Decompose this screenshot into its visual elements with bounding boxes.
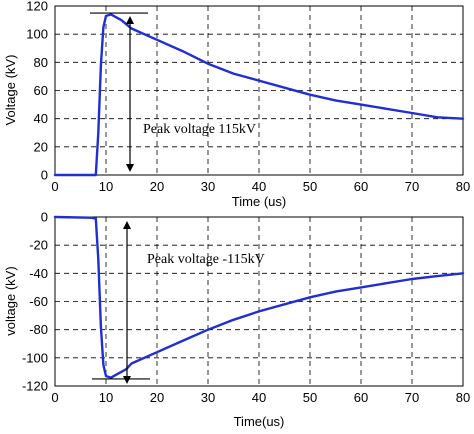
x-tick-label: 60: [354, 390, 368, 405]
x-tick-label: 10: [99, 179, 113, 194]
x-tick-label: 40: [252, 179, 266, 194]
annotation-bottom: Peak voltage -115kV: [147, 252, 265, 267]
tick-labels-top: 0 10 20 30 40 50 60 70 80 0 20 40 60 80 100 120: [26, 0, 470, 194]
y-tick-label: 20: [34, 139, 48, 154]
y-tick-label: -80: [29, 322, 48, 337]
y-tick-label: 0: [41, 168, 48, 183]
x-tick-label: 0: [51, 179, 58, 194]
x-tick-label: 70: [405, 179, 419, 194]
y-tick-label: 100: [26, 27, 48, 42]
grid-bottom: [55, 217, 463, 386]
y-tick-label: 120: [26, 0, 48, 14]
y-tick-label: -120: [22, 379, 48, 394]
plot-frame-bottom: [54, 216, 464, 387]
y-tick-label: 60: [34, 83, 48, 98]
y-tick-label: -40: [29, 266, 48, 281]
x-tick-label: 40: [252, 390, 266, 405]
x-tick-label: 60: [354, 179, 368, 194]
x-tick-label: 50: [303, 179, 317, 194]
y-axis-label-bottom: voltage (kV): [3, 266, 18, 335]
peak-arrow-head-down: [126, 164, 134, 172]
x-axis-label-top: Time (us): [232, 194, 286, 209]
x-tick-label: 80: [456, 179, 470, 194]
x-tick-label: 20: [150, 179, 164, 194]
peak-arrow-head-up: [123, 221, 131, 229]
peak-arrow-head-down: [123, 376, 131, 384]
x-tick-label: 80: [456, 390, 470, 405]
annotation-top: Peak voltage 115kV: [143, 122, 256, 137]
y-axis-label-top: Voltage (kV): [3, 55, 18, 126]
y-tick-label: -60: [29, 294, 48, 309]
series-line-top: [53, 13, 465, 177]
x-tick-label: 20: [150, 390, 164, 405]
y-tick-label: 0: [41, 210, 48, 225]
peak-arrow-bottom: [92, 221, 150, 384]
y-tick-label: -20: [29, 238, 48, 253]
plot-frame-top: [54, 5, 464, 176]
x-tick-label: 0: [51, 390, 58, 405]
x-tick-label: 50: [303, 390, 317, 405]
tick-labels-bottom: 0 10 20 30 40 50 60 70 80 0 -20 -40 -60 -80 -100 -120: [22, 210, 470, 406]
x-tick-label: 30: [201, 179, 215, 194]
y-tick-label: 40: [34, 111, 48, 126]
chart-bottom-panel: 0 10 20 30 40 50 60 70 80 0 -20 -40 -60 -80 -100 -120 P…: [3, 210, 470, 430]
y-tick-label: -100: [22, 350, 48, 365]
chart-top-panel: 0 10 20 30 40 50 60 70 80 0 20 40 60 80 100 120 Peak vo…: [3, 0, 470, 209]
x-tick-label: 30: [201, 390, 215, 405]
y-tick-label: 80: [34, 55, 48, 70]
series-line-bottom: [53, 215, 465, 379]
grid-top: [55, 6, 463, 175]
x-tick-label: 70: [405, 390, 419, 405]
peak-arrow-top: [90, 12, 148, 172]
x-tick-label: 10: [99, 390, 113, 405]
x-axis-label-bottom: Time(us): [234, 414, 285, 429]
peak-arrow-head-up: [126, 16, 134, 24]
